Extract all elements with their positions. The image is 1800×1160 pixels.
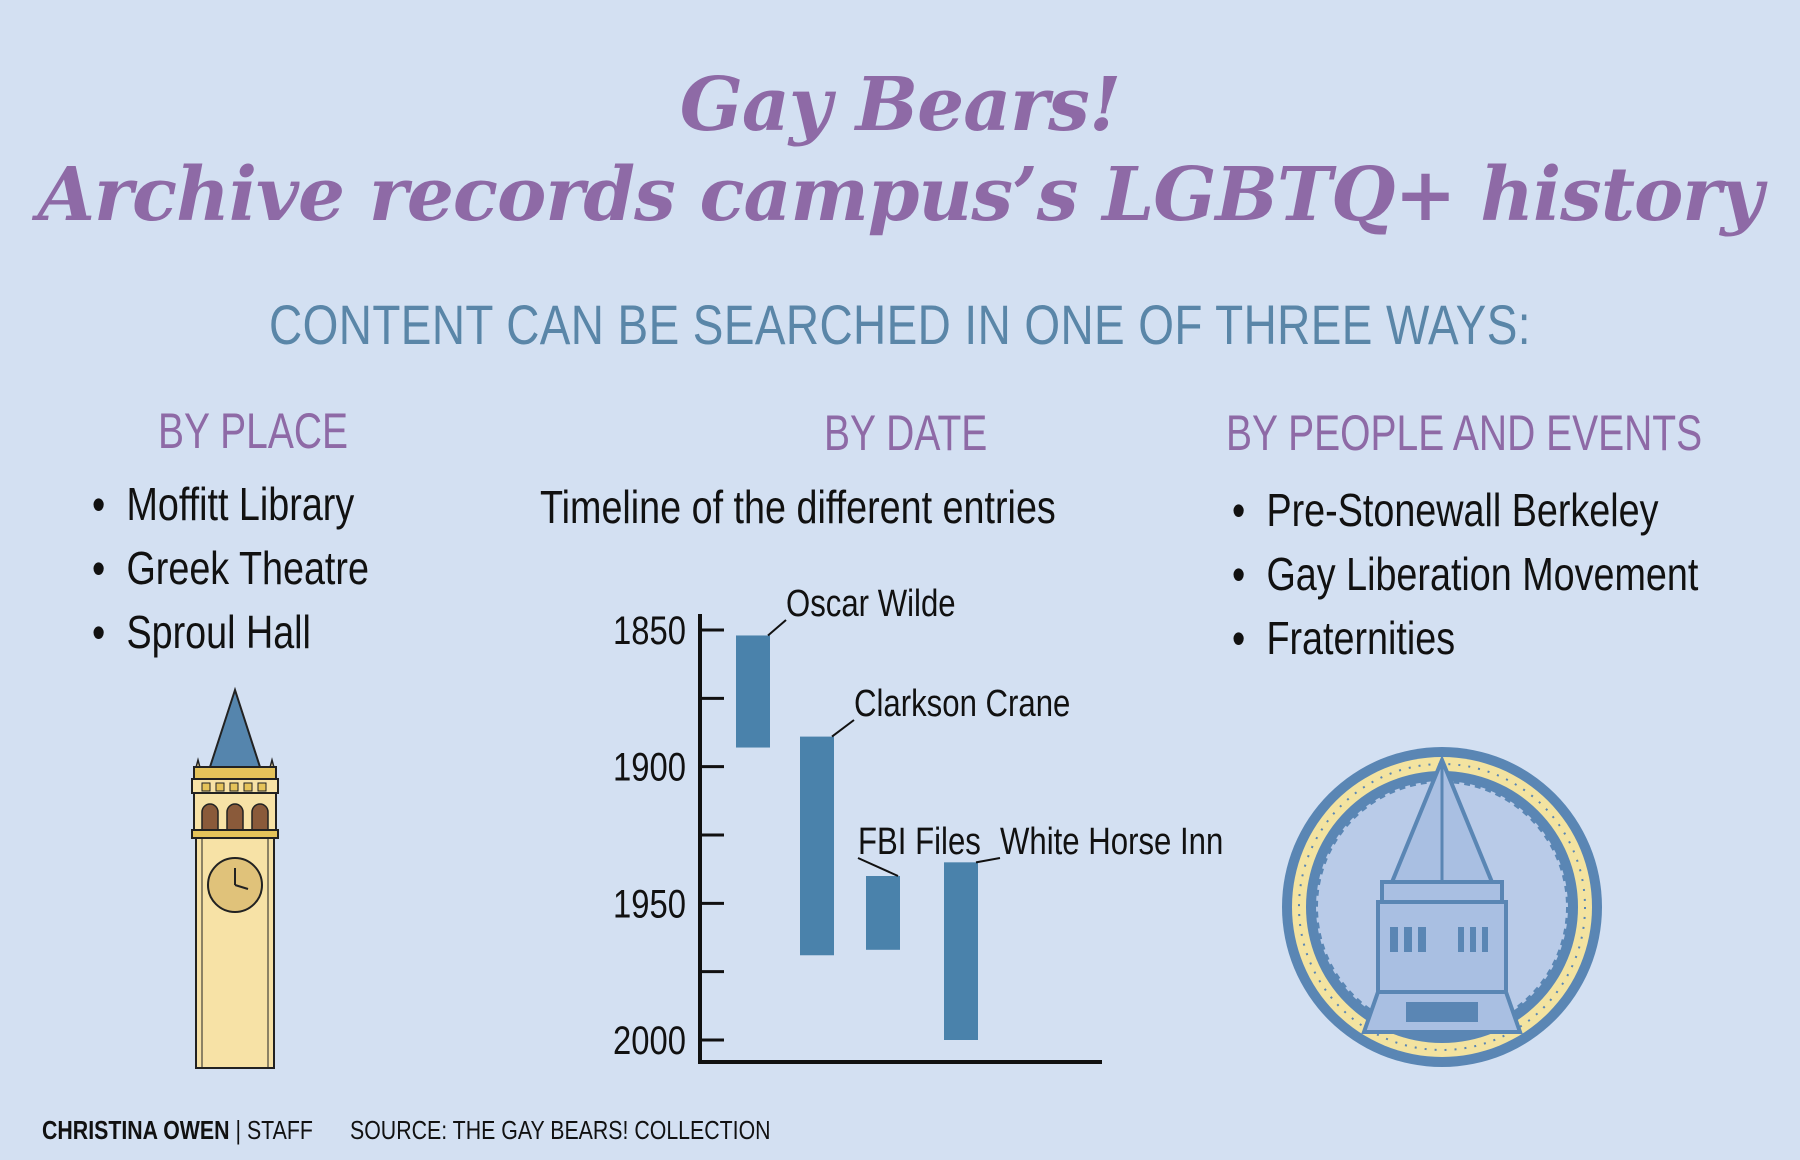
bar-label: White Horse Inn [1000, 821, 1223, 863]
clock-tower-icon [191, 686, 279, 1069]
bar-label: Clarkson Crane [854, 683, 1070, 725]
people-item: Pre-Stonewall Berkeley [1232, 478, 1698, 542]
credit-separator: | [235, 1115, 242, 1145]
by-date-heading: BY DATE [824, 405, 988, 461]
place-list: Moffitt Library Greek Theatre Sproul Hal… [92, 472, 430, 664]
place-item: Moffitt Library [92, 472, 369, 536]
credit-role: STAFF [246, 1115, 313, 1145]
place-item: Sproul Hall [92, 600, 369, 664]
subtitle: CONTENT CAN BE SEARCHED IN ONE OF THREE … [269, 293, 1531, 356]
timeline-bar [944, 862, 978, 1040]
campanile-seal-icon [1282, 747, 1602, 1067]
label-leader-line [975, 857, 1001, 864]
y-tick-label: 1950 [613, 881, 686, 926]
title-line-2: Archive records campus’s LGBTQ+ history [37, 152, 1764, 238]
label-leader-line [857, 857, 899, 877]
credit-line: CHRISTINA OWEN | STAFF [42, 1115, 313, 1146]
credit-author: CHRISTINA OWEN [42, 1115, 230, 1145]
label-leader-line [767, 619, 787, 637]
y-tick-label: 2000 [613, 1018, 686, 1063]
timeline-subheading: Timeline of the different entries [540, 481, 1056, 533]
by-place-heading: BY PLACE [158, 403, 349, 459]
chart-bars [736, 635, 978, 1040]
timeline-bar [866, 876, 900, 950]
people-item: Fraternities [1232, 606, 1698, 670]
y-tick-label: 1900 [613, 745, 686, 790]
label-leader-line [831, 719, 855, 738]
people-list: Pre-Stonewall Berkeley Gay Liberation Mo… [1232, 478, 1800, 670]
timeline-bar [800, 736, 834, 956]
chart-labels: Oscar Wilde Clarkson Crane FBI Files White … [767, 583, 1223, 877]
title-line-1: Gay Bears! [679, 62, 1122, 148]
source-credit: SOURCE: THE GAY BEARS! COLLECTION [350, 1115, 771, 1145]
place-item: Greek Theatre [92, 536, 369, 600]
y-tick-label: 1850 [613, 608, 686, 653]
bar-label: FBI Files [858, 821, 981, 863]
timeline-bar [736, 635, 770, 748]
chart-axes: 1850 1900 1950 2000 [613, 608, 1102, 1064]
people-item: Gay Liberation Movement [1232, 542, 1698, 606]
bar-label: Oscar Wilde [786, 583, 956, 625]
by-people-heading: BY PEOPLE AND EVENTS [1226, 405, 1703, 461]
